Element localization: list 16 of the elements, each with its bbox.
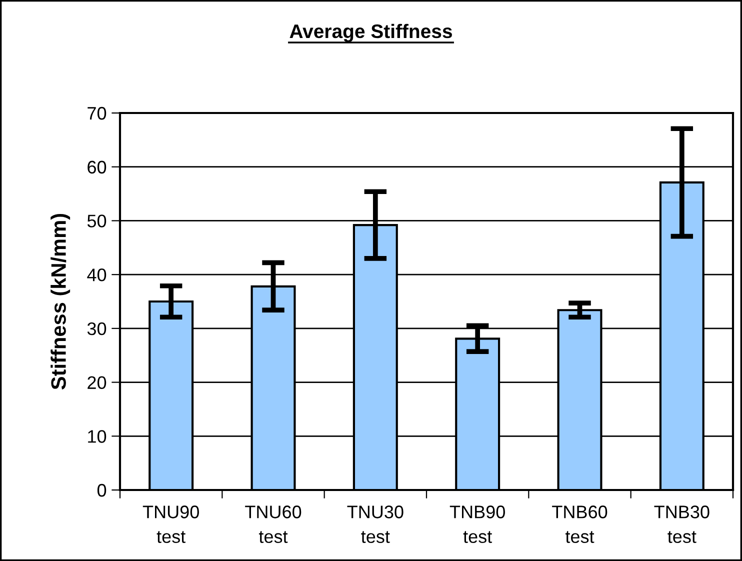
y-tick-label: 30 (87, 322, 106, 336)
x-tick-label: TNB30 test (654, 506, 710, 544)
x-tick-label: TNU60 test (245, 506, 302, 544)
y-tick-label: 10 (88, 430, 106, 443)
y-tick-label: 20 (88, 376, 106, 390)
y-tick-label: 0 (97, 484, 106, 497)
x-tick-label: TNU90 test (142, 506, 199, 544)
x-tick-label: TNB90 test (450, 506, 505, 544)
x-tick-label: TNU30 test (347, 506, 404, 544)
y-tick-label: 60 (88, 160, 106, 174)
y-tick-label: 40 (87, 268, 106, 282)
y-tick-label: 70 (88, 106, 106, 120)
y-axis-title: Stiffness (kN/mm) (50, 214, 70, 390)
y-tick-label: 50 (87, 214, 106, 228)
x-tick-label: TNB60 test (552, 506, 608, 544)
chart-title: Average Stiffness (290, 24, 452, 42)
